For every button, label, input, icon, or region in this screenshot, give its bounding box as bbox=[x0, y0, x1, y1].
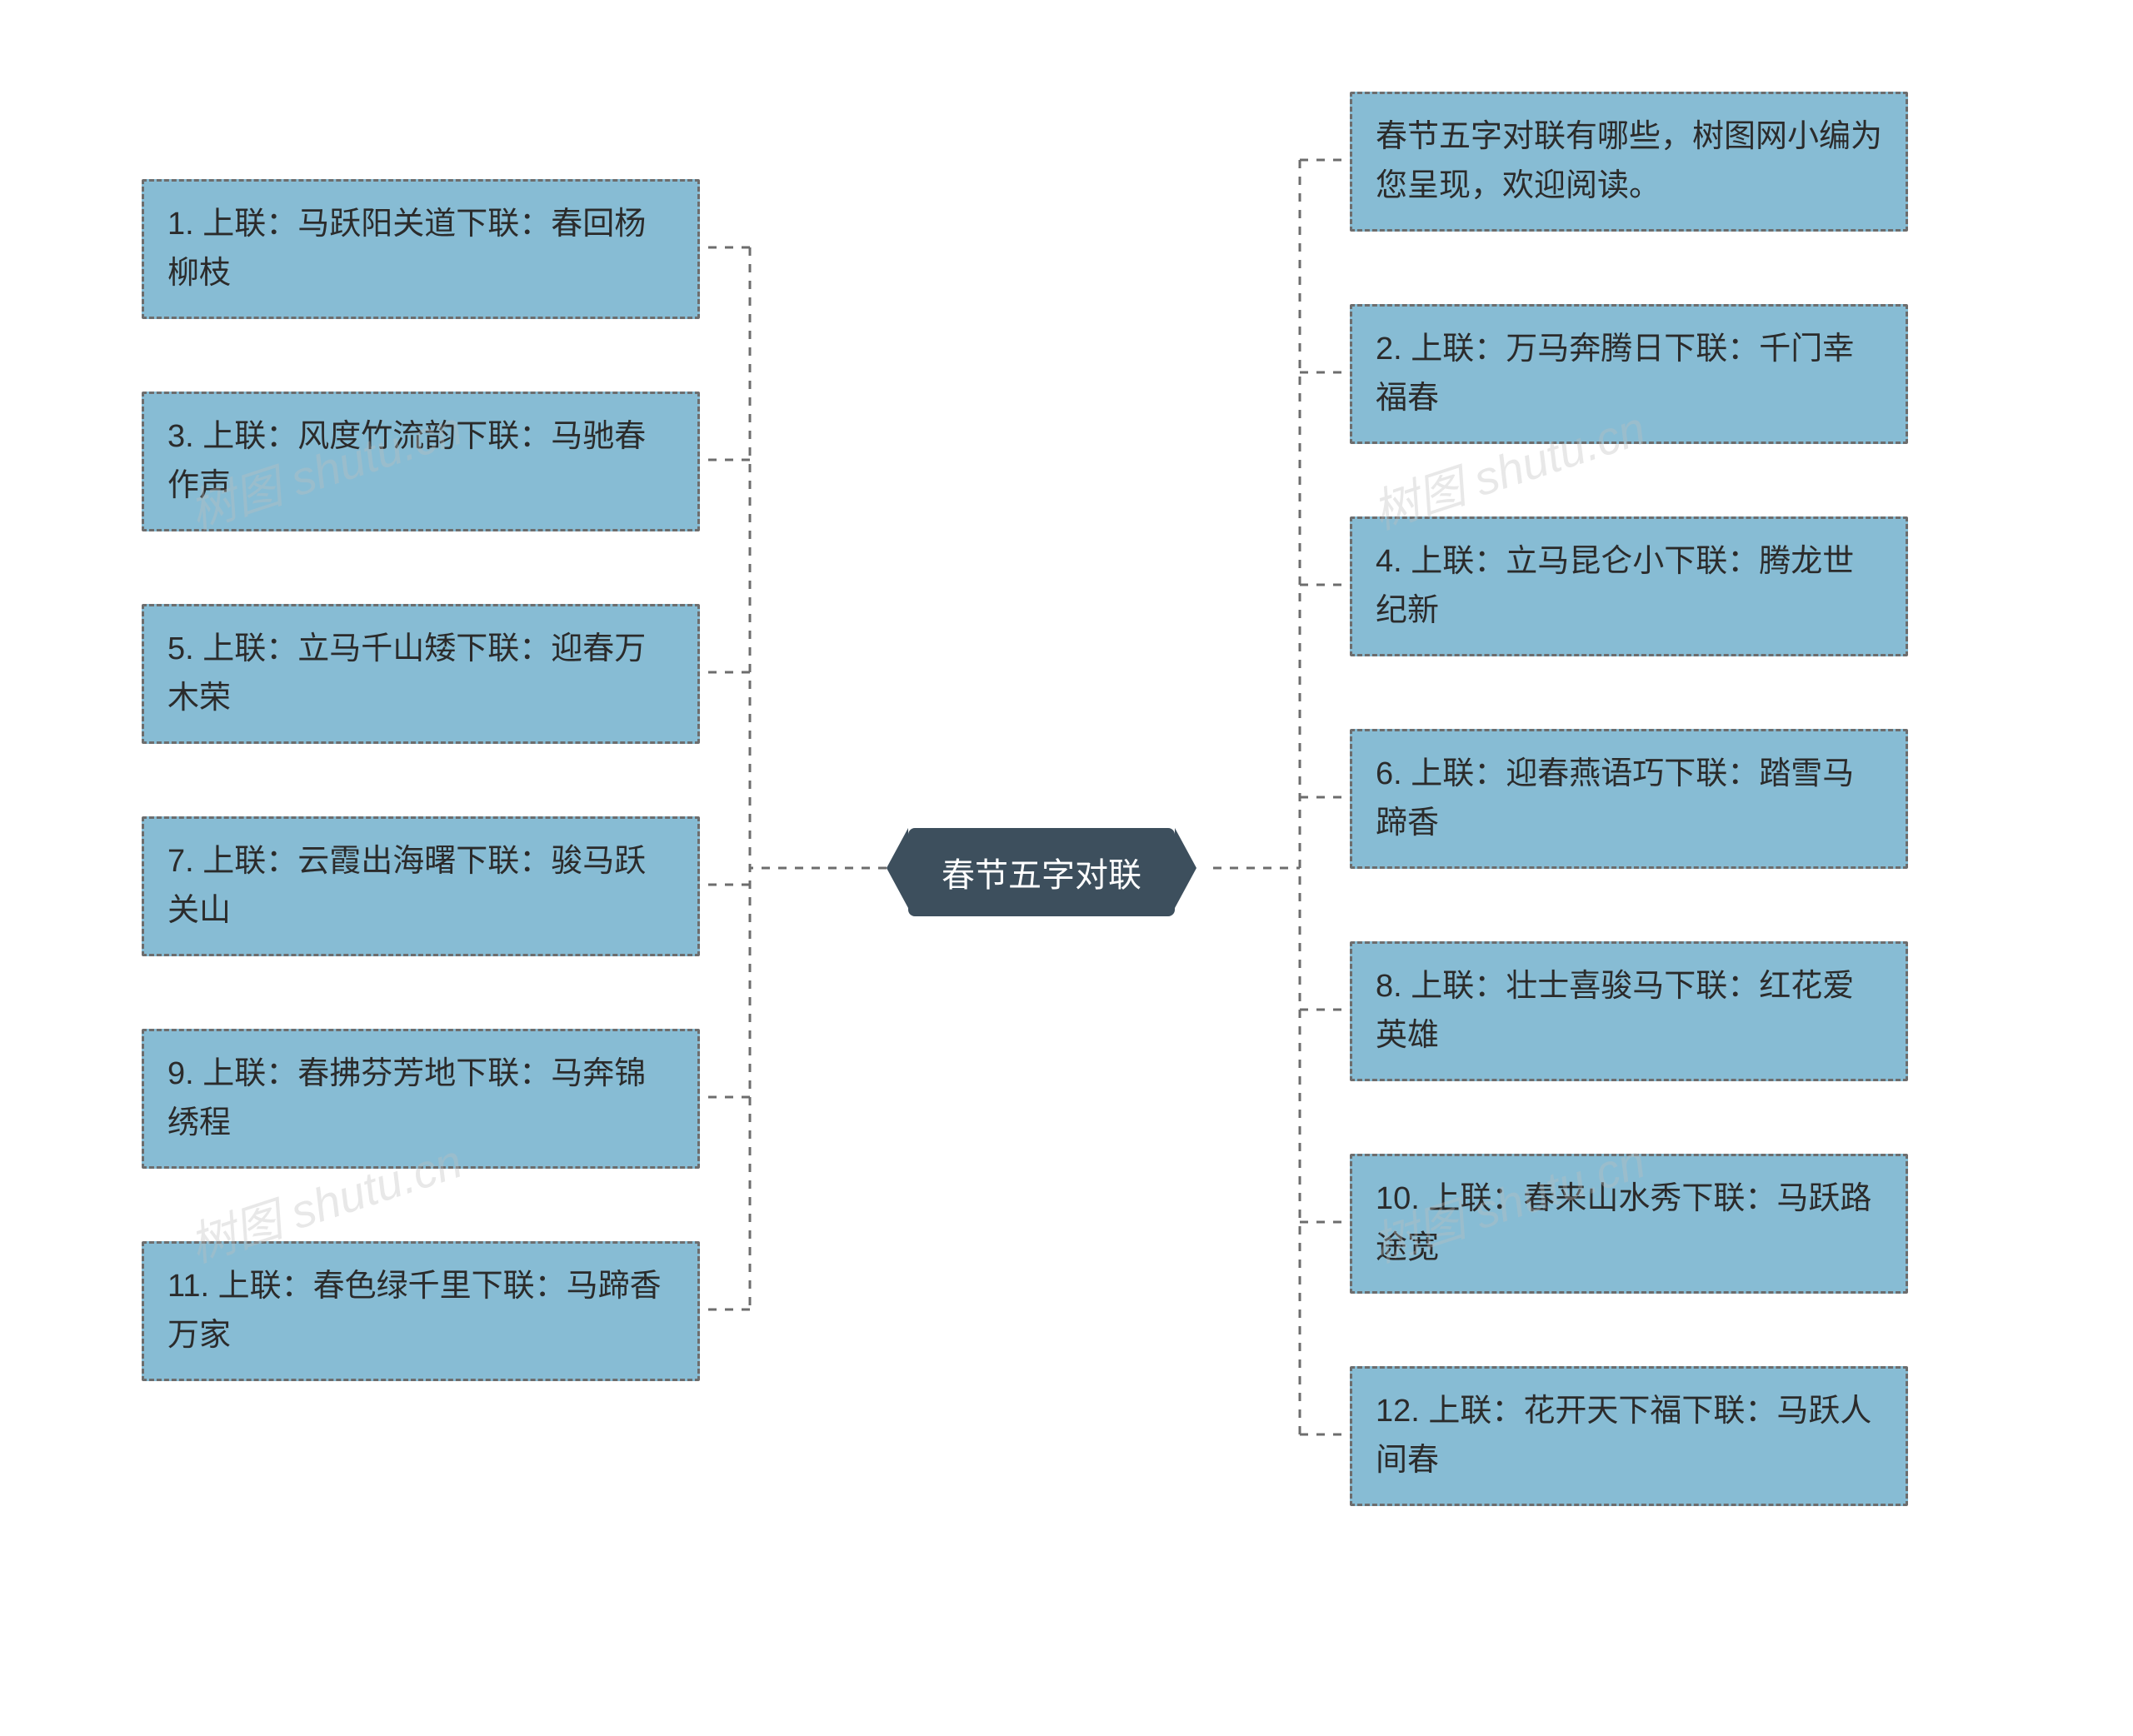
mindmap-canvas: 春节五字对联 1. 上联：马跃阳关道下联：春回杨柳枝 3. 上联：风度竹流韵下联：… bbox=[0, 0, 2133, 1736]
left-node: 1. 上联：马跃阳关道下联：春回杨柳枝 bbox=[142, 179, 700, 319]
center-node: 春节五字对联 bbox=[908, 828, 1175, 916]
right-node: 4. 上联：立马昆仑小下联：腾龙世纪新 bbox=[1350, 516, 1908, 656]
left-node: 5. 上联：立马千山矮下联：迎春万木荣 bbox=[142, 604, 700, 744]
right-node: 8. 上联：壮士喜骏马下联：红花爱英雄 bbox=[1350, 941, 1908, 1081]
right-node: 2. 上联：万马奔腾日下联：千门幸福春 bbox=[1350, 304, 1908, 444]
right-node: 6. 上联：迎春燕语巧下联：踏雪马蹄香 bbox=[1350, 729, 1908, 869]
right-node: 春节五字对联有哪些，树图网小编为您呈现，欢迎阅读。 bbox=[1350, 92, 1908, 232]
right-node: 10. 上联：春来山水秀下联：马跃路途宽 bbox=[1350, 1154, 1908, 1294]
left-node: 11. 上联：春色绿千里下联：马蹄香万家 bbox=[142, 1241, 700, 1381]
left-node: 9. 上联：春拂芬芳地下联：马奔锦绣程 bbox=[142, 1029, 700, 1169]
left-node: 7. 上联：云霞出海曙下联：骏马跃关山 bbox=[142, 816, 700, 956]
right-node: 12. 上联：花开天下福下联：马跃人间春 bbox=[1350, 1366, 1908, 1506]
left-node: 3. 上联：风度竹流韵下联：马驰春作声 bbox=[142, 392, 700, 531]
